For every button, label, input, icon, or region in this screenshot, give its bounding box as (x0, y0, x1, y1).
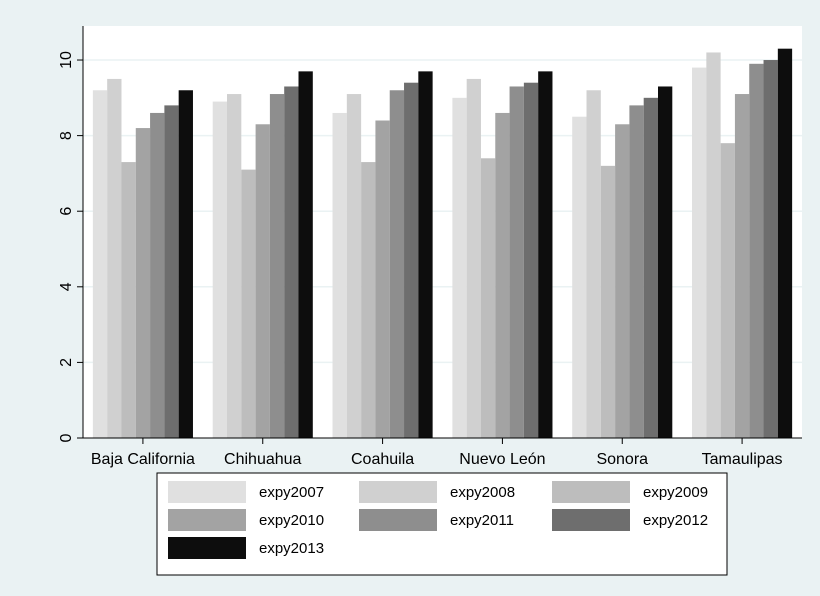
legend-swatch-expy2007 (168, 481, 246, 503)
x-tick-label: Sonora (596, 451, 648, 468)
plot-area (83, 26, 802, 438)
bar-expy2010-3 (495, 112, 510, 438)
legend-label-expy2011: expy2011 (450, 512, 514, 529)
x-tick-label: Tamaulipas (702, 451, 783, 468)
bar-expy2010-1 (255, 124, 270, 438)
bar-expy2012-2 (404, 82, 419, 438)
legend-swatch-expy2012 (552, 509, 630, 531)
bar-expy2011-1 (269, 94, 285, 438)
bar-expy2008-0 (107, 78, 122, 439)
bar-expy2011-5 (749, 63, 764, 439)
bar-expy2007-2 (332, 112, 347, 438)
y-tick-label: 2 (58, 358, 75, 367)
bar-expy2010-2 (375, 120, 390, 438)
bar-expy2009-4 (600, 165, 616, 438)
y-tick-label: 6 (58, 207, 75, 216)
y-tick-label: 4 (58, 282, 75, 291)
bar-expy2007-5 (692, 67, 707, 438)
bar-expy2012-0 (164, 105, 179, 438)
x-tick-label: Baja California (91, 451, 195, 468)
y-tick-label: 10 (58, 51, 75, 69)
gridlines (83, 59, 802, 364)
legend-label-expy2008: expy2008 (450, 484, 515, 501)
bar-expy2008-3 (466, 78, 481, 439)
legend-label-expy2009: expy2009 (643, 484, 708, 501)
bar-expy2011-3 (509, 86, 524, 438)
legend-swatch-expy2013 (168, 537, 246, 559)
bar-expy2013-5 (777, 48, 793, 439)
y-tick-label: 8 (58, 131, 75, 140)
legend-swatch-expy2011 (359, 509, 437, 531)
x-tick-label: Coahuila (351, 451, 414, 468)
bar-expy2008-1 (227, 94, 242, 438)
y-tick-label: 0 (58, 433, 75, 442)
bar-expy2008-5 (706, 52, 721, 439)
bar-expy2007-0 (92, 90, 108, 438)
bar-expy2010-0 (135, 128, 151, 438)
bar-expy2013-1 (298, 71, 313, 439)
bar-expy2008-4 (586, 90, 601, 438)
bar-expy2007-4 (572, 116, 587, 438)
bar-expy2013-3 (538, 71, 553, 439)
bar-expy2009-3 (480, 158, 496, 439)
bar-expy2012-4 (643, 97, 658, 438)
legend-label-expy2012: expy2012 (643, 512, 708, 529)
x-tick-label: Nuevo León (459, 451, 545, 468)
bar-expy2009-5 (720, 143, 735, 439)
bar-expy2012-3 (523, 82, 539, 438)
bar-expy2009-2 (361, 162, 376, 438)
bar-expy2013-2 (418, 71, 433, 439)
bar-expy2013-4 (658, 86, 673, 438)
bar-expy2011-0 (150, 112, 165, 438)
bar-expy2012-5 (763, 60, 778, 439)
legend-label-expy2007: expy2007 (259, 484, 324, 501)
bar-expy2010-4 (615, 124, 630, 438)
bar-expy2009-0 (121, 162, 136, 438)
legend-swatch-expy2009 (552, 481, 630, 503)
x-tick-label: Chihuahua (224, 451, 302, 468)
legend-label-expy2010: expy2010 (259, 512, 324, 529)
bar-expy2013-0 (178, 90, 193, 438)
legend: expy2007 expy2008 expy2009 expy2010 expy2011… (156, 472, 728, 576)
bar-expy2011-4 (629, 105, 644, 438)
legend-box (156, 472, 728, 576)
bar-expy2007-3 (452, 97, 467, 438)
bar-expy2010-5 (734, 94, 750, 438)
bars (92, 48, 793, 439)
bar-expy2007-1 (212, 101, 227, 438)
bar-expy2008-2 (346, 94, 362, 438)
legend-swatch-expy2008 (359, 481, 437, 503)
legend-label-expy2013: expy2013 (259, 540, 324, 557)
legend-swatch-expy2010 (168, 509, 246, 531)
bar-expy2011-2 (389, 90, 405, 438)
axes: 0 2 4 6 8 10 Baja California Chihuahua Coahuila N… (58, 26, 802, 468)
bar-expy2009-1 (241, 169, 256, 438)
bar-expy2012-1 (284, 86, 299, 438)
